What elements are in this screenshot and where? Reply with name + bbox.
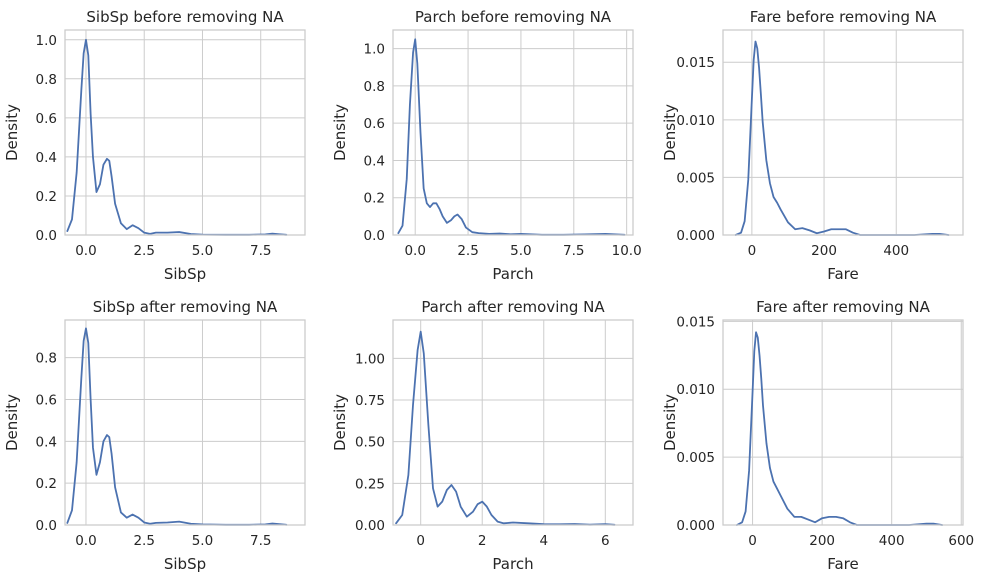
density-curve <box>736 331 944 526</box>
x-tick-label: 7.5 <box>250 243 271 259</box>
chart-title: Parch after removing NA <box>421 298 605 316</box>
x-tick-label: 0 <box>748 533 757 549</box>
y-axis-label: Density <box>3 394 21 451</box>
chart-panel-4: 0.0 2.5 5.0 7.5 0.0 0.2 0.4 0.6 0.8 SibSp after r… <box>3 298 306 573</box>
plot-frame <box>392 319 634 526</box>
chart-panel-3: 0 200 400 0.000 0.005 0.010 0.015 Fare before r… <box>661 8 964 283</box>
chart-title: SibSp before removing NA <box>86 8 284 26</box>
x-tick-label: 7.5 <box>250 533 271 549</box>
x-tick-label: 5.0 <box>192 533 213 549</box>
y-tick-label: 0.4 <box>364 153 385 169</box>
y-tick-label: 0.0 <box>364 228 385 244</box>
y-tick-label: 0.25 <box>355 476 385 492</box>
y-axis-label: Density <box>661 394 679 451</box>
x-tick-label: 4 <box>539 533 548 549</box>
y-tick-label: 0.005 <box>676 450 715 466</box>
y-tick-label: 0.005 <box>676 170 715 186</box>
x-tick-label: 2 <box>478 533 487 549</box>
y-tick-label: 1.00 <box>355 351 385 367</box>
y-tick-label: 0.00 <box>355 518 385 534</box>
chart-title: Parch before removing NA <box>415 8 612 26</box>
density-curve <box>66 38 288 236</box>
x-tick-label: 2.5 <box>133 533 154 549</box>
x-tick-label: 0.0 <box>75 243 96 259</box>
y-tick-label: 0.4 <box>36 434 57 450</box>
y-tick-label: 0.010 <box>676 113 715 129</box>
x-axis-label: Parch <box>492 555 533 573</box>
x-tick-label: 2.5 <box>457 243 478 259</box>
x-tick-label: 7.5 <box>563 243 584 259</box>
y-tick-label: 0.010 <box>676 382 715 398</box>
y-tick-label: 0.000 <box>676 228 715 244</box>
y-axis-label: Density <box>331 104 349 161</box>
x-tick-label: 0.0 <box>404 243 425 259</box>
x-tick-label: 200 <box>809 533 835 549</box>
plot-frame <box>64 29 306 236</box>
x-tick-label: 0.0 <box>75 533 96 549</box>
x-tick-label: 5.0 <box>510 243 531 259</box>
x-axis-label: SibSp <box>164 555 206 573</box>
y-tick-label: 1.0 <box>36 33 57 49</box>
x-tick-label: 10.0 <box>612 243 642 259</box>
y-tick-label: 0.000 <box>676 518 715 534</box>
y-tick-label: 0.2 <box>364 191 385 207</box>
y-axis-label: Density <box>3 104 21 161</box>
y-tick-label: 0.2 <box>36 189 57 205</box>
y-tick-label: 0.6 <box>364 116 385 132</box>
y-tick-label: 0.0 <box>36 518 57 534</box>
x-tick-label: 2.5 <box>133 243 154 259</box>
density-curve <box>734 40 950 236</box>
y-tick-label: 0.6 <box>36 392 57 408</box>
plot-frame <box>392 29 634 236</box>
chart-title: Fare before removing NA <box>750 8 937 26</box>
y-tick-label: 0.50 <box>355 435 385 451</box>
density-curve <box>397 38 626 236</box>
x-axis-label: SibSp <box>164 265 206 283</box>
chart-title: SibSp after removing NA <box>93 298 278 316</box>
x-tick-label: 400 <box>883 243 909 259</box>
y-axis-label: Density <box>331 394 349 451</box>
x-axis-label: Parch <box>492 265 533 283</box>
chart-panel-5: 0 2 4 6 0.00 0.25 0.50 0.75 1.00 Parch after remo… <box>331 298 634 573</box>
chart-title: Fare after removing NA <box>756 298 930 316</box>
chart-panel-2: 0.0 2.5 5.0 7.5 10.0 0.0 0.2 0.4 0.6 0.8 1.0 Parch … <box>331 8 642 283</box>
y-axis-label: Density <box>661 104 679 161</box>
y-tick-label: 0.2 <box>36 476 57 492</box>
x-axis-label: Fare <box>827 265 859 283</box>
y-tick-label: 0.4 <box>36 150 57 166</box>
x-tick-label: 0 <box>416 533 425 549</box>
y-tick-label: 1.0 <box>364 42 385 58</box>
y-tick-label: 0.8 <box>36 72 57 88</box>
plot-frame <box>64 319 306 526</box>
x-tick-label: 6 <box>601 533 610 549</box>
x-axis-label: Fare <box>827 555 859 573</box>
x-tick-label: 600 <box>948 533 974 549</box>
density-curve <box>395 330 616 526</box>
x-tick-label: 5.0 <box>192 243 213 259</box>
y-tick-label: 0.75 <box>355 393 385 409</box>
plot-frame <box>722 29 964 236</box>
x-tick-label: 400 <box>879 533 905 549</box>
y-tick-label: 0.8 <box>36 351 57 367</box>
x-tick-label: 200 <box>811 243 837 259</box>
y-tick-label: 0.0 <box>36 228 57 244</box>
chart-panel-6: 0 200 400 600 0.000 0.005 0.010 0.015 Fare after… <box>661 298 974 573</box>
chart-panel-1: 0.0 2.5 5.0 7.5 0.0 0.2 0.4 0.6 0.8 1.0 SibSp befo… <box>3 8 306 283</box>
y-tick-label: 0.8 <box>364 79 385 95</box>
y-tick-label: 0.6 <box>36 111 57 127</box>
y-tick-label: 0.015 <box>676 55 715 71</box>
y-tick-label: 0.015 <box>676 314 715 330</box>
x-tick-label: 0 <box>748 243 757 259</box>
plot-frame <box>722 319 964 526</box>
